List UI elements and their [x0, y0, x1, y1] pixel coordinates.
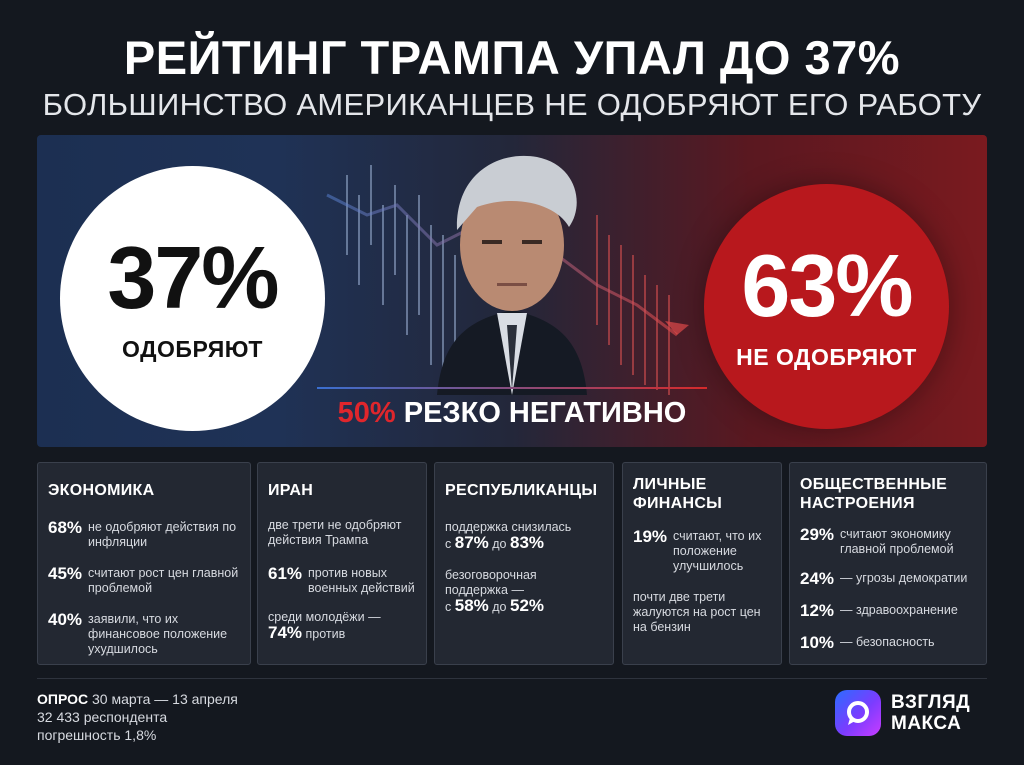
page-title: РЕЙТИНГ ТРАМПА УПАЛ ДО 37% [123, 31, 901, 84]
red-bars-decoration [596, 215, 670, 395]
card-finances: ЛИЧНЫЕ ФИНАНСЫ 19% считают, что их полож… [622, 462, 782, 665]
brand-name-line: ВЗГЛЯД [891, 692, 971, 713]
card-mood-title: ОБЩЕСТВЕННЫЕ НАСТРОЕНИЯ [800, 475, 976, 513]
from-word: с [445, 600, 452, 614]
list-item: 10% — безопасность [800, 633, 976, 653]
stat-text: считают, что их положение улучшилось [673, 529, 762, 573]
card-economy: ЭКОНОМИКА 68% не одобряют действия по ин… [37, 462, 251, 665]
disapprove-percent: 63% [741, 236, 913, 335]
list-item: 40% заявили, что их финансовое положение… [48, 610, 240, 657]
stat-text: — здравоохранение [840, 603, 958, 617]
iran-youth: среди молодёжи — 74% против [268, 610, 416, 642]
stat-text: против [305, 627, 346, 641]
footer-divider [37, 678, 987, 679]
card-finances-title-line: ФИНАНСЫ [633, 495, 723, 512]
trend-arrow-head [665, 321, 689, 335]
candlestick-decoration [346, 165, 456, 385]
approve-label: ОДОБРЯЮТ [122, 336, 263, 362]
strong-negative-caption: 50% РЕЗКО НЕГАТИВНО [312, 397, 712, 430]
stat-number: 74% [268, 623, 303, 642]
strong-negative-percent: 50% [337, 397, 396, 429]
list-item: 24% — угрозы демократии [800, 569, 976, 589]
stat-number: 68% [48, 518, 83, 537]
to-word: до [492, 537, 507, 551]
brand-name-line: МАКСА [891, 713, 962, 734]
stat-text: — безопасность [840, 635, 935, 649]
stat-number: 83% [509, 533, 545, 552]
strong-negative-label: РЕЗКО НЕГАТИВНО [403, 397, 687, 429]
to-word: до [492, 600, 507, 614]
list-item: 45% считают рост цен главной проблемой [48, 564, 240, 596]
hero-panel: 37% ОДОБРЯЮТ 63% НЕ ОДОБРЯЮТ 50% РЕЗКО Н… [37, 135, 987, 447]
stat-number: 87% [454, 533, 489, 552]
hero-background-illustration [326, 155, 689, 395]
list-item: 29% считают экономику главной проблемой [800, 525, 976, 557]
stat-text: не одобряют действия по инфляции [88, 520, 237, 549]
max-logo-icon [835, 690, 881, 736]
poll-margin: погрешность 1,8% [37, 727, 157, 743]
stat-number: 40% [48, 610, 83, 629]
stat-number: 45% [48, 564, 83, 583]
card-iran: ИРАН две трети не одобряют действия Трам… [257, 462, 427, 665]
card-finances-title: ЛИЧНЫЕ ФИНАНСЫ [633, 475, 771, 513]
card-mood: ОБЩЕСТВЕННЫЕ НАСТРОЕНИЯ 29% считают экон… [789, 462, 987, 665]
poll-respondents: 32 433 респондента [37, 709, 168, 725]
stat-number: 29% [800, 525, 835, 544]
disapprove-label: НЕ ОДОБРЯЮТ [736, 344, 917, 370]
stat-number: 24% [800, 569, 835, 588]
republicans-unconditional: безоговорочная поддержка — с 58% до 52% [445, 568, 603, 615]
unconditional-line: безоговорочная [445, 568, 537, 582]
approve-circle: 37% ОДОБРЯЮТ [60, 166, 325, 431]
card-iran-title: ИРАН [268, 482, 314, 499]
poll-dates: 30 марта — 13 апреля [92, 691, 238, 707]
stat-text: считают рост цен главной проблемой [88, 566, 239, 595]
iran-youth-prefix: среди молодёжи — [268, 610, 381, 624]
unconditional-line: поддержка — [445, 583, 524, 597]
card-mood-title-line: ОБЩЕСТВЕННЫЕ [800, 476, 948, 493]
finances-gasoline: почти две трети жалуются на рост цен на … [633, 590, 761, 634]
from-word: с [445, 537, 452, 551]
poll-info: ОПРОС 30 марта — 13 апреля 32 433 респон… [37, 690, 238, 744]
page-subtitle: БОЛЬШИНСТВО АМЕРИКАНЦЕВ НЕ ОДОБРЯЮТ ЕГО … [42, 87, 982, 122]
support-line: поддержка снизилась [445, 520, 572, 534]
card-mood-title-line: НАСТРОЕНИЯ [800, 495, 915, 512]
list-item: 61% против новых военных действий [268, 564, 416, 596]
stat-number: 52% [509, 596, 545, 615]
card-finances-title-line: ЛИЧНЫЕ [633, 476, 707, 493]
iran-intro: две трети не одобряют действия Трампа [268, 518, 402, 547]
strong-negative-divider [317, 387, 707, 389]
portrait-silhouette [437, 155, 587, 395]
stat-number: 58% [454, 596, 489, 615]
stat-number: 10% [800, 633, 835, 652]
disapprove-circle: 63% НЕ ОДОБРЯЮТ [704, 184, 949, 429]
list-item: 68% не одобряют действия по инфляции [48, 518, 240, 550]
stat-number: 19% [633, 527, 668, 546]
stat-text: — угрозы демократии [840, 571, 968, 585]
stat-number: 61% [268, 564, 303, 583]
brand-name: ВЗГЛЯД МАКСА [891, 692, 970, 734]
stat-text: заявили, что их финансовое положение уху… [88, 612, 228, 656]
card-republicans-title: РЕСПУБЛИКАНЦЫ [445, 482, 598, 499]
stat-text: против новых военных действий [308, 566, 415, 595]
list-item: 12% — здравоохранение [800, 601, 976, 621]
stat-text: считают экономику главной проблемой [840, 527, 954, 556]
list-item: 19% считают, что их положение улучшилось [633, 527, 771, 574]
stats-cards: ЭКОНОМИКА 68% не одобряют действия по ин… [37, 462, 987, 665]
poll-label: ОПРОС [37, 691, 89, 707]
card-republicans: РЕСПУБЛИКАНЦЫ поддержка снизилась с 87% … [434, 462, 614, 665]
stat-number: 12% [800, 601, 835, 620]
brand-logo: ВЗГЛЯД МАКСА [835, 690, 970, 736]
approve-percent: 37% [107, 228, 279, 327]
republicans-support: поддержка снизилась с 87% до 83% [445, 520, 603, 552]
card-economy-title: ЭКОНОМИКА [48, 482, 155, 499]
